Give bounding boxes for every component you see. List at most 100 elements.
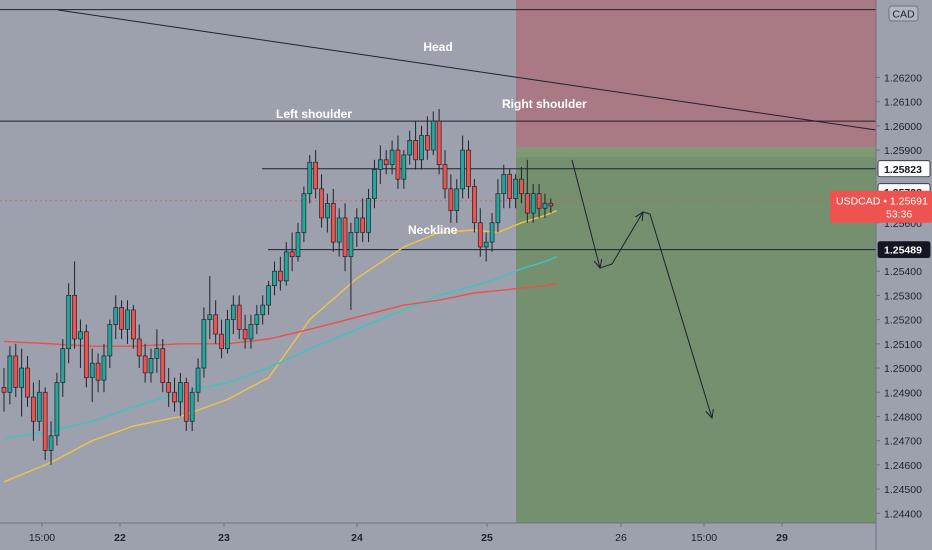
price-tick-label: 1.25400: [884, 266, 922, 278]
candle-body: [101, 355, 107, 381]
candle: [254, 305, 260, 335]
arrow-head-1: [593, 259, 603, 270]
candle-body: [66, 295, 72, 350]
candle-body: [154, 348, 160, 359]
candle: [48, 421, 54, 465]
candle: [83, 324, 89, 388]
candle: [407, 130, 413, 165]
candle-body: [60, 348, 66, 383]
price-tick-label: 1.24700: [884, 436, 922, 448]
trend-line: [57, 9, 877, 131]
candle-body: [530, 193, 536, 214]
candle-body: [330, 203, 336, 243]
candle-body: [442, 164, 448, 190]
candle: [401, 150, 407, 189]
candle-body: [313, 161, 318, 190]
candle: [278, 256, 283, 291]
candle: [260, 295, 266, 325]
candle: [154, 329, 160, 373]
candle-body: [466, 149, 471, 187]
candle-body: [254, 314, 260, 325]
candle: [189, 387, 195, 431]
candle: [442, 150, 448, 199]
candle-body: [236, 304, 242, 330]
candle: [248, 314, 254, 349]
candle-body: [513, 178, 518, 199]
candle: [42, 387, 48, 461]
candle: [113, 295, 119, 339]
candle: [372, 159, 377, 209]
candle: [336, 208, 342, 257]
head-label: Head: [423, 40, 452, 54]
candle: [95, 353, 101, 393]
candle: [160, 338, 166, 393]
candle: [225, 309, 230, 354]
candle: [72, 261, 77, 349]
current-price-badge: [830, 190, 932, 223]
candle: [301, 186, 307, 243]
candle-body: [189, 391, 195, 422]
candle: [201, 307, 207, 378]
candle-body: [248, 324, 254, 340]
candle-body: [319, 188, 324, 219]
candle: [501, 164, 507, 209]
time-tick-label: 23: [218, 532, 230, 544]
candle-body: [207, 314, 213, 320]
candle-body: [448, 188, 454, 212]
candle-body: [142, 355, 148, 374]
candle-body: [213, 314, 219, 335]
candle: [530, 184, 536, 223]
price-tick-label: 1.26200: [884, 72, 922, 84]
candle-body: [336, 217, 342, 243]
candle-body: [524, 193, 530, 214]
left-shoulder-label: Left shoulder: [276, 107, 352, 121]
candle: [460, 135, 465, 199]
candle-body: [131, 309, 136, 340]
moving-average-3: [3, 282, 557, 347]
candle: [519, 167, 524, 204]
candle: [454, 179, 460, 223]
candle-body: [430, 120, 436, 151]
price-tick-label: 1.24800: [884, 411, 922, 423]
candle-body: [325, 203, 330, 219]
candle-body: [195, 367, 201, 393]
candle-body: [31, 396, 36, 422]
candle: [219, 319, 224, 359]
candle-body: [72, 295, 77, 340]
level-badge-label: 1.25823: [884, 164, 922, 176]
time-tick-label: 29: [776, 532, 788, 544]
time-tick-label: 15:00: [29, 532, 55, 544]
candle-body: [219, 333, 224, 350]
price-axis[interactable]: 1.24400 1.24500 1.24600 1.24700 1.24800 1.249…: [876, 72, 922, 520]
candle-body: [460, 149, 465, 190]
candle-body: [172, 391, 177, 403]
candle: [395, 135, 401, 189]
candle: [377, 145, 383, 185]
time-tick-label: 15:00: [691, 532, 717, 544]
candle: [295, 222, 301, 262]
candle-body: [42, 391, 48, 451]
candle-body: [454, 188, 460, 212]
candle: [78, 319, 83, 369]
candle: [448, 174, 454, 223]
price-tick-label: 1.25000: [884, 363, 922, 375]
candle-body: [13, 355, 19, 388]
candle-body: [166, 382, 171, 393]
candle-body: [36, 391, 42, 422]
moving-average-2: [3, 256, 557, 439]
candle: [436, 108, 442, 175]
price-tick-label: 1.24900: [884, 387, 922, 399]
candle-body: [477, 222, 483, 248]
price-tick-label: 1.26100: [884, 97, 922, 109]
right-shoulder-label: Right shoulder: [502, 97, 587, 111]
time-axis[interactable]: 15:00 22 23 24 25 26 15:00 29: [29, 523, 788, 544]
candle-body: [201, 319, 207, 369]
candle: [483, 232, 489, 262]
currency-badge[interactable]: [888, 5, 919, 22]
candle-body: [383, 159, 389, 165]
candle: [307, 154, 313, 204]
candle: [472, 179, 477, 233]
candle-body: [289, 251, 295, 258]
candle-body: [519, 178, 524, 195]
